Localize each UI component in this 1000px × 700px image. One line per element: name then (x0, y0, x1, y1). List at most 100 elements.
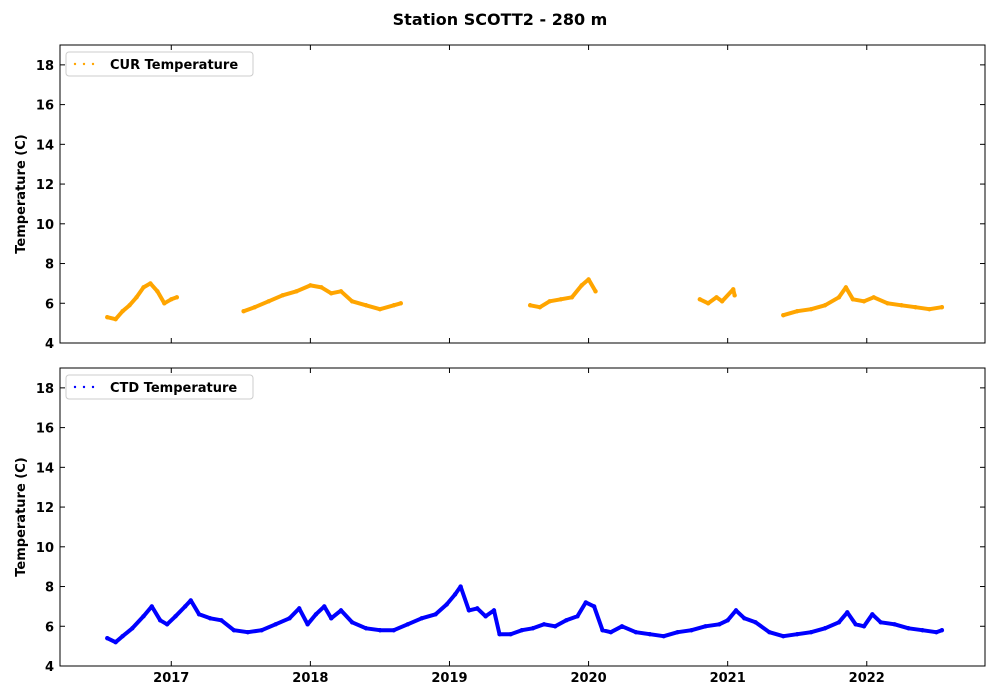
data-point (781, 634, 786, 639)
data-point (174, 295, 180, 300)
data-point (552, 624, 558, 629)
chart-panel-ctd: 4 6 8 10 12 14 16 18 2017 2018 2019 2020 2021 2022 Tem… (14, 367, 986, 686)
data-point (164, 622, 170, 627)
data-point (149, 604, 155, 609)
data-point (141, 285, 146, 290)
data-point (391, 628, 397, 633)
data-point (452, 592, 458, 597)
y-axis-label: Temperature (C) (14, 134, 29, 253)
data-point (871, 295, 876, 300)
y-tick-label: 12 (36, 178, 54, 193)
data-point (120, 309, 125, 314)
data-point (127, 303, 132, 308)
data-point (287, 616, 292, 621)
data-point (466, 608, 472, 613)
series-line-0-segment-1 (241, 283, 403, 314)
y-tick-label: 16 (36, 99, 54, 114)
data-point (861, 624, 867, 629)
legend-marker (91, 385, 95, 389)
data-point (537, 305, 543, 310)
legend-marker (91, 62, 95, 66)
data-point (130, 626, 135, 631)
data-point (870, 612, 875, 617)
data-point (899, 303, 904, 308)
data-point (433, 612, 438, 617)
data-point (822, 626, 828, 631)
data-point (363, 303, 369, 308)
data-point (280, 293, 285, 298)
data-point (188, 598, 193, 603)
data-point (934, 630, 939, 635)
data-point (547, 299, 552, 304)
data-point (398, 301, 403, 306)
data-point (703, 624, 708, 629)
data-point (732, 293, 737, 298)
data-point (134, 295, 139, 300)
data-point (377, 628, 383, 633)
legend-label: CUR Temperature (110, 58, 238, 73)
data-point (519, 628, 525, 633)
y-axis-label: Temperature (C) (14, 457, 29, 576)
y-tick-label: 18 (36, 382, 54, 397)
data-point (169, 297, 174, 302)
data-point (231, 628, 237, 633)
data-point (297, 606, 302, 611)
data-point (377, 307, 383, 312)
data-point (836, 295, 842, 300)
y-tick-label: 8 (45, 581, 54, 596)
data-point (675, 630, 680, 635)
data-point (647, 632, 652, 637)
axes-frame (59, 44, 986, 344)
data-point (939, 628, 945, 633)
data-point (885, 301, 890, 306)
data-point (906, 626, 911, 631)
series-line-0-segment-0 (105, 584, 944, 645)
data-point (725, 618, 730, 623)
data-point (349, 620, 355, 625)
data-point (322, 604, 327, 609)
x-tick-label: 2018 (292, 671, 328, 686)
figure-title: Station SCOTT2 - 280 m (392, 10, 608, 29)
data-point (850, 297, 856, 302)
data-point (742, 616, 747, 621)
data-point (619, 624, 625, 629)
legend-marker (73, 62, 77, 66)
data-point (349, 299, 355, 304)
data-point (491, 608, 497, 613)
legend-marker (82, 62, 86, 66)
data-point (541, 622, 547, 627)
y-tick-label: 6 (45, 297, 54, 312)
data-point (733, 608, 739, 613)
data-point (527, 303, 533, 308)
data-point (173, 614, 178, 619)
data-point (105, 635, 110, 641)
legend-marker (73, 385, 77, 389)
data-point (458, 584, 463, 589)
data-point (836, 620, 842, 625)
data-point (113, 639, 118, 645)
data-point (579, 283, 584, 288)
data-point (564, 618, 569, 623)
data-point (162, 301, 167, 306)
data-point (208, 616, 213, 621)
data-point (338, 608, 344, 613)
data-point (845, 610, 850, 615)
data-point (717, 622, 722, 627)
y-tick-label: 14 (36, 138, 54, 153)
x-tick-label: 2022 (849, 671, 885, 686)
y-tick-label: 8 (45, 258, 54, 273)
data-point (508, 632, 513, 637)
data-point (141, 614, 146, 619)
data-point (241, 309, 246, 314)
data-point (148, 281, 153, 286)
data-point (600, 628, 605, 633)
data-point (878, 620, 883, 625)
data-point (530, 626, 536, 631)
data-point (767, 630, 772, 635)
x-tick-label: 2017 (153, 671, 189, 686)
data-point (313, 612, 319, 617)
data-point (405, 622, 410, 627)
data-point (157, 618, 163, 623)
data-point (633, 630, 639, 635)
legend-box (65, 374, 254, 400)
